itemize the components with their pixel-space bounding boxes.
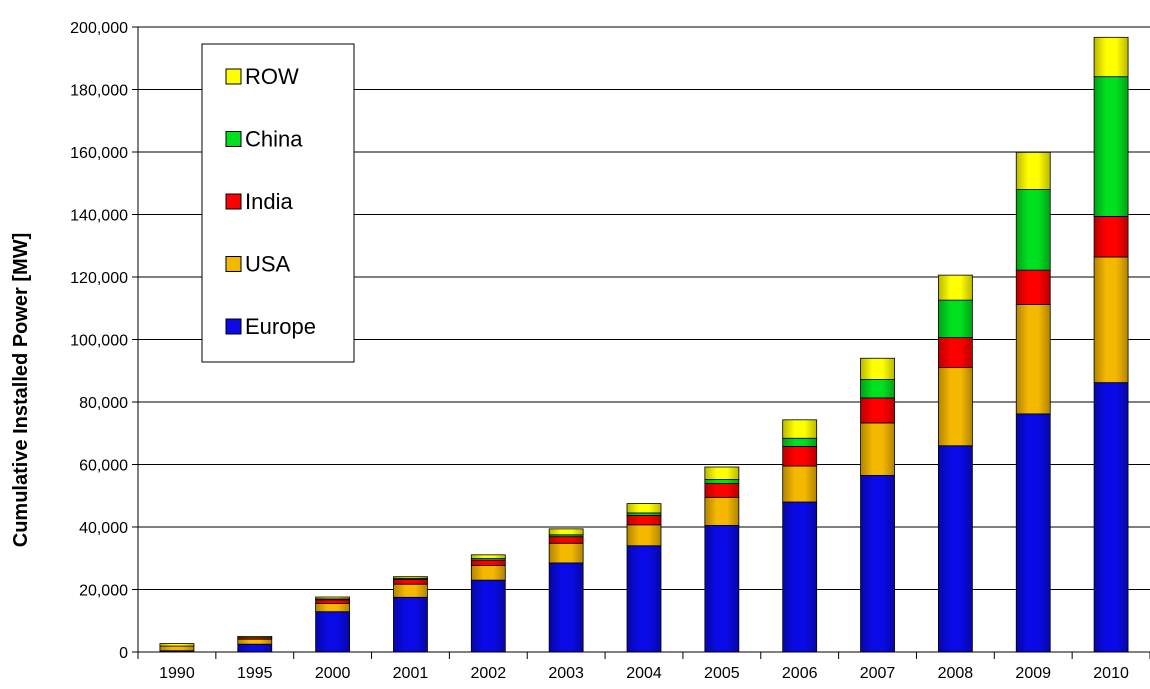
legend-label-row: ROW [245, 64, 299, 89]
bar-row-2001 [393, 576, 428, 579]
bar-row-2000 [315, 596, 351, 600]
axes: 0 20,000 40,000 60,000 80,000 100,000 120,000 1… [70, 20, 1150, 682]
bar-europe-1995 [237, 643, 273, 653]
bar-usa-1995 [237, 638, 273, 645]
bar-europe-2001 [393, 596, 428, 653]
bar-usa-2001 [393, 583, 428, 598]
legend: ROW China India USA Europe [201, 43, 355, 363]
bar-china-2010 [1093, 76, 1129, 217]
x-tick-label: 2006 [782, 665, 818, 682]
bar-row-2002 [470, 554, 506, 559]
bar-row-2006 [782, 419, 818, 439]
bar-row-2004 [626, 503, 662, 514]
bar-europe-2010 [1093, 382, 1129, 653]
bar-india-2004 [626, 515, 662, 526]
bar-usa-2004 [626, 524, 662, 547]
bar-row-2009 [1015, 151, 1051, 190]
y-tick-label: 100,000 [70, 333, 128, 350]
bar-usa-2000 [315, 603, 351, 613]
bar-europe-2008 [937, 445, 973, 653]
x-tick-label: 2003 [548, 665, 584, 682]
bar-row-2007 [860, 357, 895, 380]
bar-europe-2000 [315, 611, 351, 653]
x-tick-label: 1990 [159, 665, 195, 682]
y-tick-label: 40,000 [79, 520, 128, 537]
bar-india-2008 [937, 337, 973, 369]
bar-row-2003 [548, 528, 584, 536]
x-tick-label: 2001 [393, 665, 429, 682]
legend-label-india: India [245, 189, 293, 214]
bar-india-2002 [470, 559, 506, 566]
bar-usa-2008 [937, 367, 973, 447]
y-tick-label: 0 [119, 645, 128, 662]
bar-row-1995 [237, 635, 273, 639]
bar-india-2010 [1093, 215, 1129, 258]
bar-india-2007 [860, 397, 895, 424]
legend-swatch-china [225, 131, 242, 147]
legend-label-china: China [245, 127, 303, 152]
bar-china-2005 [704, 479, 740, 484]
bar-usa-2003 [548, 542, 584, 564]
bar-india-2006 [782, 445, 818, 467]
x-tick-label: 1995 [237, 665, 273, 682]
bar-india-2000 [315, 599, 351, 604]
legend-swatch-europe [225, 318, 242, 335]
bar-usa-2010 [1093, 256, 1129, 384]
x-tick-label: 2009 [1015, 665, 1051, 682]
bar-row-2005 [704, 466, 740, 480]
bar-europe-2007 [860, 475, 895, 653]
bar-india-2009 [1015, 269, 1051, 305]
legend-label-europe: Europe [245, 314, 316, 339]
bar-usa-2006 [782, 465, 818, 503]
bar-europe-2006 [782, 501, 818, 653]
y-tick-label: 140,000 [70, 208, 128, 225]
x-tick-label: 2005 [704, 665, 740, 682]
bar-china-2007 [860, 379, 895, 399]
bar-usa-2005 [704, 496, 740, 526]
bar-usa-1990 [159, 645, 195, 652]
bar-europe-2009 [1015, 413, 1051, 653]
bar-europe-2005 [704, 525, 740, 653]
y-tick-label: 160,000 [70, 145, 128, 162]
y-tick-label: 80,000 [79, 395, 128, 412]
bar-usa-2002 [470, 565, 506, 581]
legend-swatch-row [225, 68, 242, 85]
bar-india-2003 [548, 536, 584, 544]
x-tick-label: 2007 [860, 665, 896, 682]
bar-europe-2003 [548, 562, 584, 653]
x-tick-label: 2010 [1093, 665, 1129, 682]
bar-row-2010 [1093, 36, 1129, 78]
bar-china-2006 [782, 437, 818, 447]
legend-swatch-india [225, 193, 242, 210]
bar-row-2008 [937, 274, 973, 301]
bar-usa-2007 [860, 422, 895, 476]
y-axis-label: Cumulative Installed Power [MW] [10, 233, 32, 547]
bar-india-2001 [393, 579, 428, 585]
bar-china-2008 [937, 299, 973, 339]
y-tick-label: 60,000 [79, 458, 128, 475]
bar-row-1990 [159, 643, 195, 647]
y-tick-label: 200,000 [70, 20, 128, 37]
bar-china-2009 [1015, 189, 1051, 271]
x-tick-label: 2000 [315, 665, 351, 682]
legend-label-usa: USA [245, 252, 291, 277]
bar-india-2005 [704, 483, 740, 498]
legend-swatch-usa [225, 256, 242, 272]
bar-europe-2004 [626, 545, 662, 653]
y-tick-label: 180,000 [70, 83, 128, 100]
y-tick-label: 120,000 [70, 270, 128, 287]
y-tick-label: 20,000 [79, 583, 128, 600]
bar-usa-2009 [1015, 304, 1051, 415]
x-tick-label: 2004 [626, 665, 662, 682]
x-tick-label: 2008 [938, 665, 974, 682]
x-tick-label: 2002 [471, 665, 507, 682]
bar-europe-2002 [470, 579, 506, 653]
